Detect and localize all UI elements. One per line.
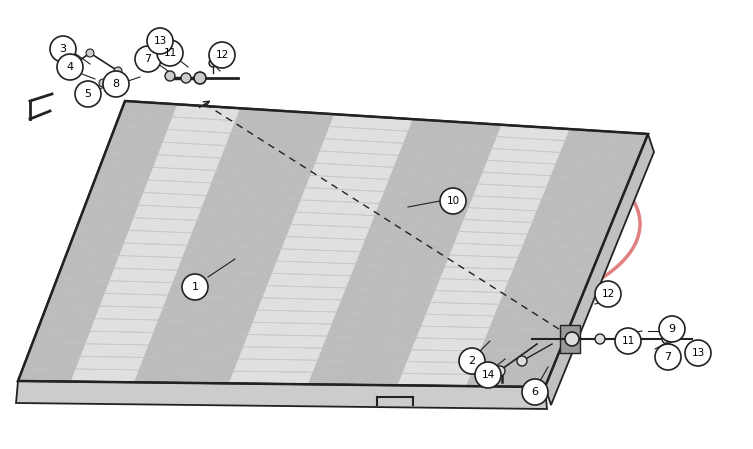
Circle shape	[103, 71, 129, 97]
Circle shape	[114, 67, 122, 75]
Text: 14: 14	[481, 370, 495, 380]
Text: 7: 7	[664, 352, 672, 362]
Text: 2: 2	[468, 356, 476, 366]
Text: 11: 11	[163, 48, 177, 58]
Circle shape	[194, 72, 206, 84]
Text: 8: 8	[112, 79, 120, 89]
Circle shape	[209, 42, 235, 68]
Text: 10: 10	[447, 196, 459, 206]
Circle shape	[565, 332, 579, 346]
Polygon shape	[545, 134, 654, 405]
Circle shape	[75, 81, 101, 107]
Polygon shape	[18, 101, 648, 387]
Text: 12: 12	[215, 50, 229, 60]
Text: 11: 11	[621, 336, 635, 346]
Polygon shape	[466, 129, 648, 387]
Circle shape	[50, 36, 76, 62]
Circle shape	[595, 281, 621, 307]
Circle shape	[181, 73, 191, 83]
Circle shape	[135, 46, 161, 72]
Circle shape	[685, 340, 711, 366]
Circle shape	[86, 49, 94, 57]
Circle shape	[522, 379, 548, 405]
Circle shape	[655, 344, 681, 370]
Text: INC: INC	[460, 208, 484, 221]
Circle shape	[440, 188, 466, 214]
Text: SPECIALISTS: SPECIALISTS	[216, 215, 574, 263]
Circle shape	[629, 334, 639, 344]
Circle shape	[659, 316, 685, 342]
Circle shape	[72, 59, 80, 67]
Polygon shape	[16, 381, 547, 409]
Text: 13: 13	[691, 348, 705, 358]
Text: 5: 5	[84, 89, 92, 99]
Text: 6: 6	[532, 387, 538, 397]
Circle shape	[595, 334, 605, 344]
Circle shape	[99, 79, 107, 87]
Circle shape	[662, 334, 672, 344]
Circle shape	[165, 71, 175, 81]
Circle shape	[615, 328, 641, 354]
Text: 1: 1	[191, 282, 199, 292]
Text: 12: 12	[602, 289, 614, 299]
Circle shape	[57, 54, 83, 80]
Circle shape	[517, 356, 527, 366]
Circle shape	[147, 28, 173, 54]
Circle shape	[209, 59, 217, 67]
Text: 4: 4	[66, 62, 74, 72]
Circle shape	[157, 40, 183, 66]
Polygon shape	[308, 119, 501, 385]
Text: 3: 3	[59, 44, 66, 54]
Circle shape	[475, 362, 501, 388]
Text: 7: 7	[145, 54, 151, 64]
Text: 9: 9	[669, 324, 675, 334]
Text: 13: 13	[154, 36, 166, 46]
Circle shape	[182, 274, 208, 300]
Polygon shape	[18, 101, 177, 382]
Polygon shape	[134, 108, 334, 383]
Text: EQUIPMENT: EQUIPMENT	[229, 167, 561, 215]
Polygon shape	[560, 325, 580, 353]
Circle shape	[495, 366, 505, 376]
Circle shape	[459, 348, 485, 374]
